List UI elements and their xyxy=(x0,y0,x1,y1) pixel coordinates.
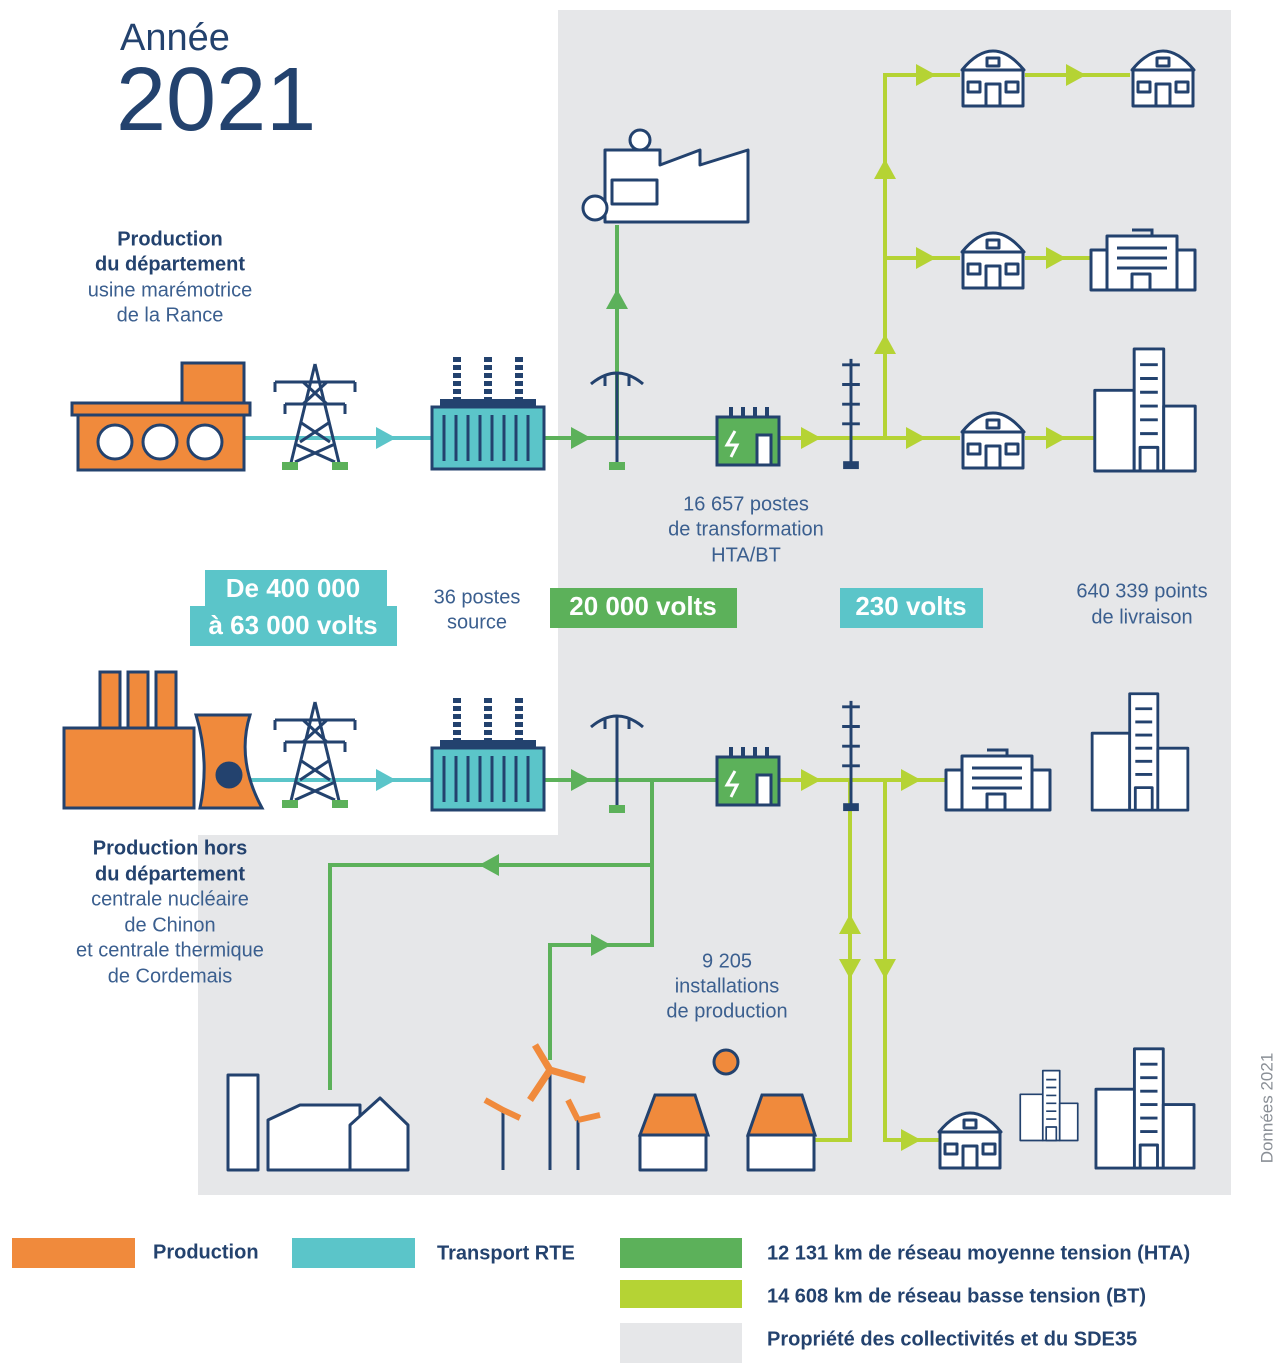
stat: installations xyxy=(675,975,780,997)
stat: de production xyxy=(666,1000,787,1022)
description: usine marémotrice xyxy=(88,279,253,301)
substation xyxy=(717,747,779,805)
stat: HTA/BT xyxy=(711,544,781,566)
legend-swatch xyxy=(620,1323,742,1363)
transformer xyxy=(432,698,544,810)
legend-swatch xyxy=(12,1238,135,1268)
house xyxy=(962,413,1024,468)
legend-swatch xyxy=(620,1280,742,1308)
house xyxy=(962,51,1024,106)
stat: source xyxy=(447,611,507,633)
voltage-label: à 63 000 volts xyxy=(208,610,377,640)
source-note: Données 2021 xyxy=(1257,1053,1276,1164)
legend-label: Transport RTE xyxy=(437,1242,575,1264)
voltage-label: 230 volts xyxy=(855,591,966,621)
description: de Cordemais xyxy=(108,965,233,987)
heading: du département xyxy=(95,253,245,275)
house xyxy=(939,1113,1001,1168)
heading: Production xyxy=(117,228,223,250)
legend-label: 12 131 km de réseau moyenne tension (HTA… xyxy=(767,1242,1190,1264)
legend-swatch xyxy=(292,1238,415,1268)
power-plants xyxy=(64,672,262,808)
transformer xyxy=(432,357,544,469)
stat: de livraison xyxy=(1091,606,1192,628)
description: de Chinon xyxy=(124,914,215,936)
description: centrale nucléaire xyxy=(91,888,249,910)
description: et centrale thermique xyxy=(76,939,264,961)
infographic: Année 2021 Production du département usi… xyxy=(0,0,1278,1365)
heading: du département xyxy=(95,863,245,885)
legend-label: 14 608 km de réseau basse tension (BT) xyxy=(767,1285,1146,1307)
stat: 36 postes xyxy=(434,586,521,608)
arrow xyxy=(376,769,396,791)
stat: 16 657 postes xyxy=(683,493,809,515)
voltage-label: 20 000 volts xyxy=(569,591,716,621)
pylon xyxy=(275,702,355,808)
voltage-label: De 400 000 xyxy=(226,573,360,603)
description: de la Rance xyxy=(117,304,224,326)
legend-label: Propriété des collectivités et du SDE35 xyxy=(767,1328,1137,1350)
substation xyxy=(717,407,779,465)
stat: 9 205 xyxy=(702,950,752,972)
house xyxy=(962,233,1024,288)
arrow xyxy=(376,427,396,449)
legend-label: Production xyxy=(153,1241,259,1263)
pylon xyxy=(275,364,355,470)
tidal-plant xyxy=(72,363,250,470)
stat: 640 339 points xyxy=(1076,580,1207,602)
header-year: 2021 xyxy=(116,50,316,150)
stat: de transformation xyxy=(668,518,824,540)
house xyxy=(1132,51,1194,106)
legend-swatch xyxy=(620,1238,742,1268)
heading: Production hors xyxy=(93,837,247,859)
